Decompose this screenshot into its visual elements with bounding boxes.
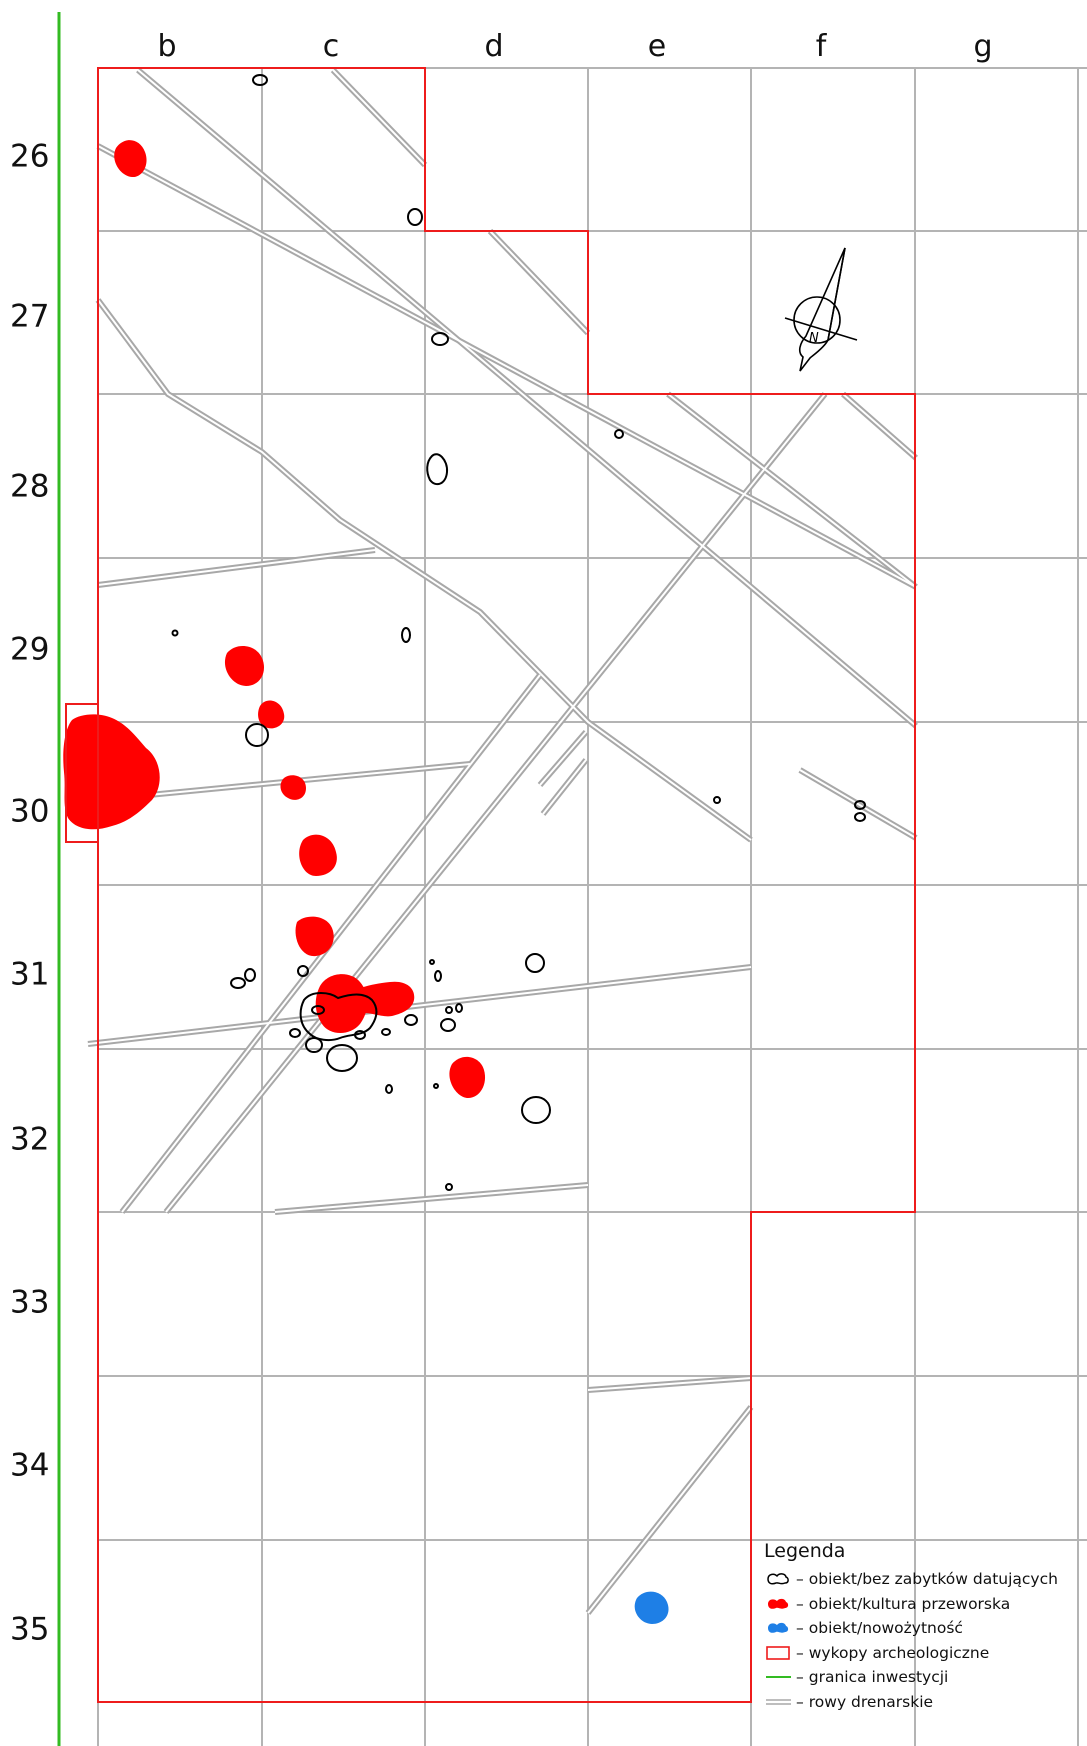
undated-feature — [441, 1019, 455, 1031]
legend-item-przeworsk: – obiekt/kultura przeworska — [764, 1592, 1087, 1617]
przeworsk-feature — [63, 714, 159, 829]
undated-feature — [434, 1084, 438, 1088]
undated-feature — [855, 813, 865, 821]
row-label-29: 29 — [10, 635, 49, 666]
legend-title: Legenda — [764, 1540, 1087, 1562]
legend-item-trench: – wykopy archeologiczne — [764, 1641, 1087, 1666]
undated-feature — [615, 430, 623, 438]
feature-outline-icon — [764, 1570, 794, 1588]
row-label-34: 34 — [10, 1451, 49, 1482]
legend-item-boundary: – granica inwestycji — [764, 1665, 1087, 1690]
column-label-c: c — [323, 32, 340, 62]
modern-feature — [635, 1592, 669, 1624]
legend-label: obiekt/nowożytność — [809, 1619, 963, 1637]
north-arrow-label: N — [809, 331, 819, 346]
undated-feature — [432, 333, 448, 345]
undated-feature — [382, 1029, 390, 1035]
legend-label: obiekt/kultura przeworska — [809, 1595, 1010, 1613]
undated-feature — [405, 1015, 417, 1025]
undated-feature — [526, 954, 544, 972]
red-rectangle-icon — [764, 1644, 794, 1662]
legend-label: granica inwestycji — [809, 1668, 949, 1686]
undated-feature — [446, 1184, 452, 1190]
drainage-ditches — [66, 70, 916, 1613]
legend-dash: – — [796, 1595, 804, 1613]
red-feature-icon — [764, 1595, 794, 1613]
row-label-35: 35 — [10, 1615, 49, 1646]
undated-feature — [430, 960, 434, 964]
green-line-icon — [764, 1668, 794, 1686]
undated-feature — [408, 209, 422, 225]
column-label-b: b — [157, 32, 176, 62]
legend-label: rowy drenarskie — [809, 1693, 933, 1711]
przeworsk-features — [63, 140, 485, 1098]
row-label-28: 28 — [10, 472, 49, 503]
row-label-33: 33 — [10, 1288, 49, 1319]
undated-feature — [253, 75, 267, 85]
przeworsk-feature — [281, 775, 306, 800]
column-label-g: g — [973, 32, 992, 62]
undated-feature — [386, 1085, 392, 1093]
legend-dash: – — [796, 1570, 804, 1588]
undated-feature — [427, 454, 447, 484]
column-label-d: d — [484, 32, 503, 62]
legend-item-modern: – obiekt/nowożytność — [764, 1616, 1087, 1641]
legend-item-drainage: – rowy drenarskie — [764, 1690, 1087, 1715]
row-label-30: 30 — [10, 797, 49, 828]
row-label-26: 26 — [10, 142, 49, 173]
legend-dash: – — [796, 1668, 804, 1686]
przeworsk-feature — [449, 1057, 485, 1098]
legend: Legenda – obiekt/bez zabytków datujących… — [764, 1540, 1087, 1714]
undated-feature — [290, 1029, 300, 1037]
legend-dash: – — [796, 1693, 804, 1711]
legend-label: wykopy archeologiczne — [809, 1644, 990, 1662]
north-arrow-icon: N — [785, 248, 857, 371]
column-label-e: e — [648, 32, 666, 62]
grid — [98, 68, 1087, 1746]
przeworsk-feature — [225, 646, 264, 686]
przeworsk-feature — [299, 835, 337, 876]
row-label-32: 32 — [10, 1125, 49, 1156]
undated-feature — [435, 971, 441, 981]
legend-label: obiekt/bez zabytków datujących — [809, 1570, 1058, 1588]
legend-dash: – — [796, 1619, 804, 1637]
double-gray-line-icon — [764, 1693, 794, 1711]
undated-feature — [446, 1007, 452, 1013]
modern-features — [635, 1592, 669, 1624]
legend-dash: – — [796, 1644, 804, 1662]
row-label-27: 27 — [10, 302, 49, 333]
undated-feature — [246, 724, 268, 746]
undated-feature — [714, 797, 720, 803]
legend-item-undated: – obiekt/bez zabytków datujących — [764, 1567, 1087, 1592]
undated-feature — [245, 969, 255, 981]
undated-feature — [231, 978, 245, 988]
undated-feature — [522, 1097, 550, 1123]
row-label-31: 31 — [10, 960, 49, 991]
column-label-f: f — [816, 32, 827, 62]
blue-feature-icon — [764, 1619, 794, 1637]
przeworsk-feature — [114, 140, 146, 177]
undated-feature — [173, 631, 178, 636]
undated-feature — [402, 628, 410, 642]
undated-feature — [456, 1004, 462, 1012]
przeworsk-feature — [296, 917, 334, 957]
